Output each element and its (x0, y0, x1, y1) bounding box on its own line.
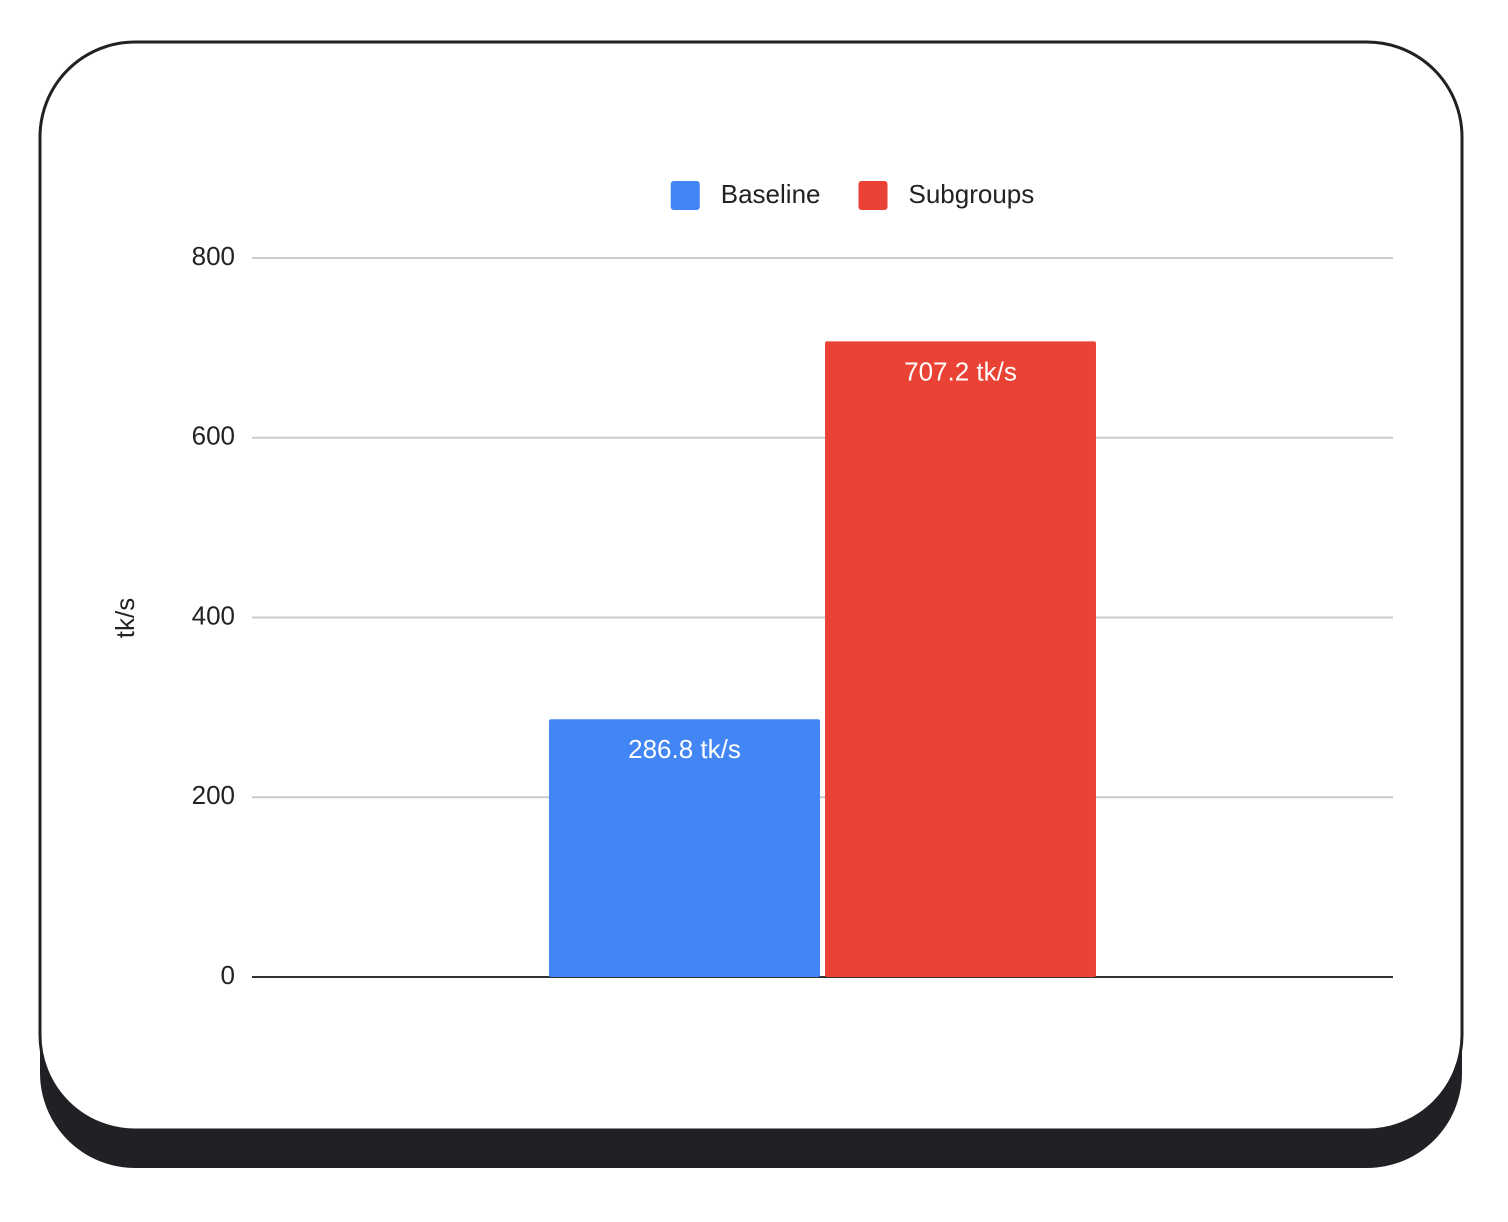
bar (825, 341, 1096, 977)
legend-label: Subgroups (908, 179, 1034, 209)
y-tick-label: 800 (192, 241, 235, 271)
legend-label: Baseline (721, 179, 821, 209)
y-tick-label: 0 (221, 960, 235, 990)
y-tick-label: 200 (192, 780, 235, 810)
y-tick-label: 600 (192, 421, 235, 451)
y-tick-label: 400 (192, 600, 235, 630)
y-axis-label: tk/s (110, 598, 140, 638)
value-label: 286.8 tk/s (628, 734, 741, 764)
legend-swatch (858, 181, 888, 210)
value-label: 707.2 tk/s (904, 356, 1017, 386)
bar (549, 719, 820, 977)
card (38, 40, 1464, 1132)
legend-swatch (670, 181, 700, 210)
